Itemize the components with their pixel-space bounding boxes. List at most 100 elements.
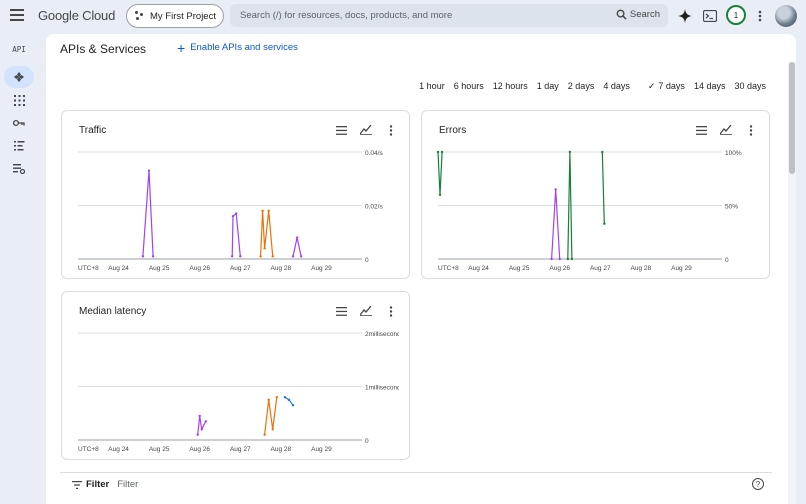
y-tick-label: 100% <box>725 150 742 157</box>
legend-toggle-icon[interactable] <box>335 124 347 136</box>
data-point <box>263 433 266 436</box>
data-point <box>263 247 266 250</box>
filter-label: Filter <box>86 479 110 490</box>
api-explorer-icon[interactable] <box>4 66 34 88</box>
x-tick-label: Aug 25 <box>509 265 530 272</box>
x-tick-label: Aug 26 <box>189 446 210 453</box>
y-tick-label: 0 <box>365 257 369 264</box>
data-point <box>271 255 274 258</box>
time-range-7d-label: 7 days <box>658 81 685 91</box>
data-point <box>603 222 606 225</box>
data-point <box>295 236 299 239</box>
api-logo-text: API <box>12 44 26 54</box>
data-point <box>230 255 234 258</box>
data-point <box>275 396 278 399</box>
x-tick-label: Aug 25 <box>149 446 170 453</box>
menu-icon[interactable] <box>10 9 24 21</box>
x-tick-label: UTC+8 <box>438 265 459 272</box>
data-point <box>438 193 442 196</box>
more-vert-icon[interactable] <box>745 124 757 136</box>
legend-toggle-icon[interactable] <box>695 124 707 136</box>
search-button[interactable]: Search <box>616 9 660 20</box>
data-point <box>287 398 291 402</box>
latency-chart: 0 1milliseconds 2milliseconds UTC+8 Aug 24 Au… <box>78 331 399 453</box>
search-icon <box>616 9 627 20</box>
y-tick-label: 0 <box>725 257 729 264</box>
data-point <box>550 257 553 261</box>
list-icon[interactable] <box>4 135 34 157</box>
data-point <box>601 150 604 154</box>
x-tick-label: Aug 24 <box>108 265 129 272</box>
more-vert-icon[interactable] <box>752 8 768 24</box>
settings-list-icon[interactable] <box>4 158 34 180</box>
filter-input[interactable]: Filter <box>117 479 139 490</box>
time-range-2d[interactable]: 2 days <box>567 81 595 91</box>
series-line <box>197 415 207 435</box>
time-range-1d[interactable]: 1 day <box>536 81 559 91</box>
search-placeholder: Search (/) for resources, docs, products… <box>240 10 453 21</box>
scrollbar-thumb[interactable] <box>789 62 795 174</box>
traffic-chart: 0 0.02/s 0.04/s UTC+8 Aug 24 Aug 25 Aug 26 Aug … <box>78 150 383 272</box>
y-tick-label: 1milliseconds <box>365 385 399 392</box>
scrollbar-track[interactable] <box>788 62 796 504</box>
project-icon <box>135 11 145 21</box>
dashboard-icon[interactable] <box>4 89 34 111</box>
x-tick-label: Aug 28 <box>631 265 652 272</box>
more-vert-icon[interactable] <box>385 305 397 317</box>
cloud-shell-icon[interactable] <box>702 8 718 24</box>
help-icon[interactable]: ? <box>752 478 764 490</box>
y-tick-label: 0 <box>365 438 369 445</box>
data-point <box>291 255 295 258</box>
data-point <box>259 255 262 258</box>
series-line <box>264 397 278 435</box>
data-point <box>204 420 207 423</box>
latency-card-title: Median latency <box>79 306 147 317</box>
x-tick-label: UTC+8 <box>78 265 99 272</box>
data-point <box>283 396 287 399</box>
key-icon[interactable] <box>4 112 34 134</box>
notification-badge[interactable]: 1 <box>726 5 746 25</box>
x-tick-label: Aug 28 <box>271 446 292 453</box>
x-tick-label: Aug 27 <box>230 446 251 453</box>
data-point <box>299 255 303 258</box>
x-tick-label: Aug 28 <box>271 265 292 272</box>
x-tick-label: Aug 27 <box>230 265 251 272</box>
time-range-30d[interactable]: 30 days <box>734 81 766 91</box>
data-point <box>436 150 440 154</box>
x-tick-label: Aug 26 <box>189 265 210 272</box>
explore-chart-icon[interactable] <box>360 305 372 317</box>
series-line <box>292 237 302 257</box>
check-icon: ✓ <box>647 81 656 91</box>
enable-apis-label: Enable APIs and services <box>190 42 298 53</box>
avatar[interactable] <box>775 5 797 27</box>
data-point <box>239 255 242 258</box>
enable-apis-button[interactable]: + Enable APIs and services <box>177 41 298 55</box>
time-range-6h[interactable]: 6 hours <box>453 81 484 91</box>
data-point <box>235 212 238 215</box>
google-cloud-logo[interactable]: Google Cloud <box>38 8 116 23</box>
time-range-12h[interactable]: 12 hours <box>492 81 528 91</box>
explore-chart-icon[interactable] <box>360 124 372 136</box>
errors-chart: 0 50% 100% UTC+8 Aug 24 Aug 25 Aug 26 Aug 27 Aug… <box>436 150 742 272</box>
data-point <box>267 209 270 213</box>
y-tick-label: 0.04/s <box>365 150 383 157</box>
y-tick-label: 2milliseconds <box>365 331 399 338</box>
time-range-1h[interactable]: 1 hour <box>419 81 445 91</box>
filter-icon <box>72 480 82 489</box>
time-range-4d[interactable]: 4 days <box>603 81 630 91</box>
series-line <box>231 212 241 257</box>
search-input[interactable]: Search (/) for resources, docs, products… <box>230 4 668 27</box>
data-point <box>271 428 274 431</box>
series-line <box>437 151 443 195</box>
errors-card-title: Errors <box>439 125 467 136</box>
page-title: APIs & Services <box>60 42 147 56</box>
gemini-sparkle-icon[interactable] <box>677 8 693 24</box>
explore-chart-icon[interactable] <box>720 124 732 136</box>
time-range-7d[interactable]: ✓ 7 days <box>639 81 685 92</box>
legend-toggle-icon[interactable] <box>335 305 347 317</box>
latency-card: Median latency 0 1milliseconds 2millisecon… <box>61 291 410 460</box>
project-picker-button[interactable]: My First Project <box>126 4 224 28</box>
time-range-14d[interactable]: 14 days <box>693 81 726 91</box>
more-vert-icon[interactable] <box>385 124 397 136</box>
filter-bar[interactable]: Filter Filter ? <box>60 472 772 496</box>
